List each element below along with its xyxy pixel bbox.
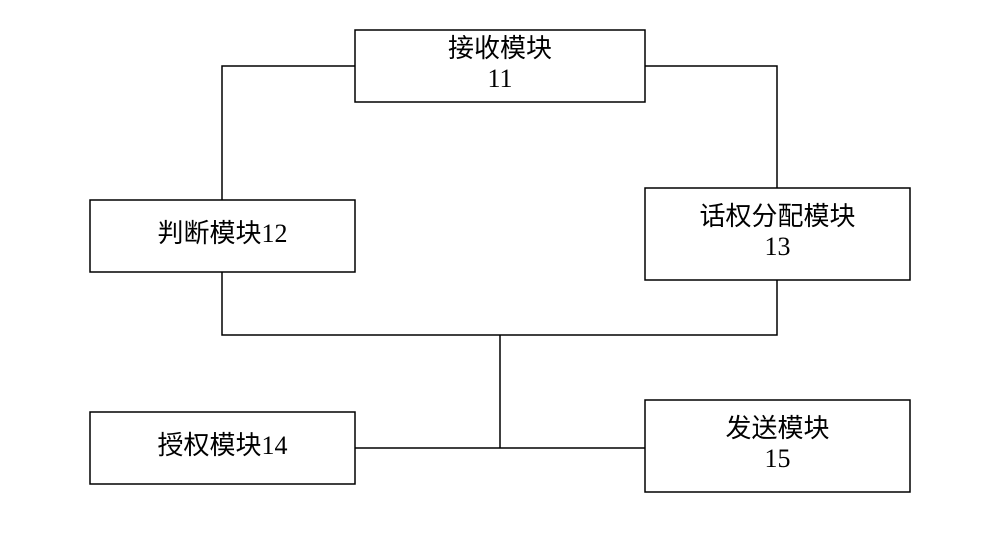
node-label-n15-line0: 发送模块 — [725, 414, 829, 443]
node-label-n11-line0: 接收模块 — [448, 34, 552, 63]
node-label-n13-line1: 13 — [765, 232, 791, 261]
node-label-n11-line1: 11 — [487, 64, 512, 93]
node-label-n12-line0: 判断模块12 — [157, 219, 287, 248]
node-n13: 话权分配模块13 — [645, 188, 910, 280]
node-n12: 判断模块12 — [90, 200, 355, 272]
node-n11: 接收模块11 — [355, 30, 645, 102]
edge-2 — [222, 272, 777, 335]
node-n15: 发送模块15 — [645, 400, 910, 492]
node-n14: 授权模块14 — [90, 412, 355, 484]
node-label-n14-line0: 授权模块14 — [157, 431, 287, 460]
node-label-n13-line0: 话权分配模块 — [699, 202, 855, 231]
node-label-n15-line1: 15 — [765, 444, 791, 473]
edge-1 — [645, 66, 777, 188]
edge-0 — [222, 66, 355, 200]
